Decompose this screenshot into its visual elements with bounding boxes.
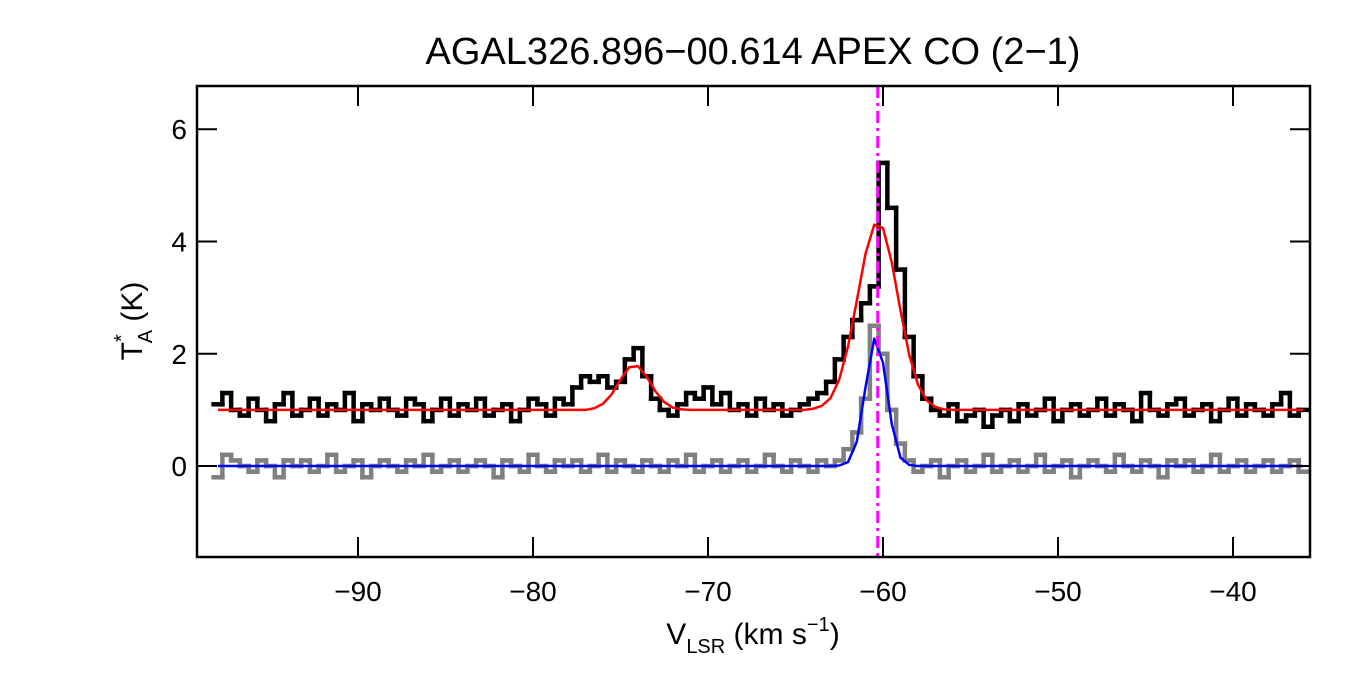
series-step: [211, 160, 1310, 430]
series-line: [218, 337, 1303, 468]
plot-area: [211, 160, 1310, 480]
y-label-rest: (K): [116, 282, 149, 330]
y-tick-label: 2: [171, 339, 187, 370]
x-tick-label: −40: [1209, 576, 1257, 607]
plot-frame: [195, 84, 1312, 559]
x-tick-label: −80: [509, 576, 557, 607]
fit-line: [218, 223, 1303, 412]
x-label-rest: ): [830, 618, 840, 651]
y-tick-label: 4: [171, 227, 187, 258]
y-label-base: T: [116, 342, 149, 360]
fit-line: [218, 337, 1303, 468]
y-label-sup: *: [111, 334, 133, 342]
x-label-mid: (km s: [725, 618, 807, 651]
y-axis-label: T* A (K): [111, 282, 157, 361]
y-label-sub: A: [135, 329, 157, 343]
y-tick-label: 0: [171, 451, 187, 482]
x-tick-label: −90: [334, 576, 382, 607]
series-line: [218, 223, 1303, 412]
x-axis-label: VLSR (km s−1): [666, 614, 839, 658]
x-tick-label: −60: [859, 576, 907, 607]
x-tick-label: −50: [1034, 576, 1082, 607]
x-tick-label: −70: [684, 576, 732, 607]
chart-title: AGAL326.896−00.614 APEX CO (2−1): [426, 31, 1081, 73]
y-tick-label: 6: [171, 114, 187, 145]
x-label-base: V: [666, 618, 686, 651]
x-label-sub: LSR: [686, 636, 725, 658]
x-label-sup: −1: [807, 614, 830, 636]
